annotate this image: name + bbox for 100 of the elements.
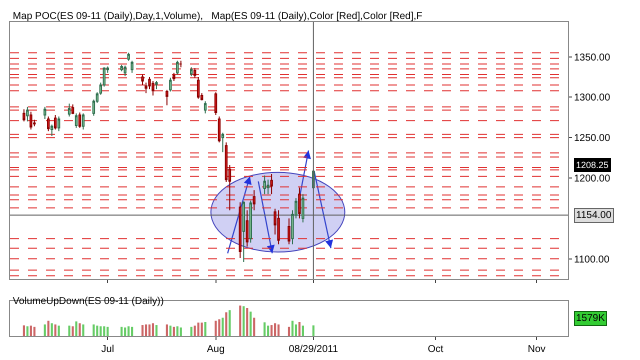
bar [106, 326, 109, 336]
bar [148, 324, 151, 336]
bar [242, 306, 245, 336]
bar [194, 326, 196, 336]
bar [239, 306, 242, 336]
bar [246, 308, 248, 336]
candlestick [68, 103, 71, 118]
bar [253, 318, 256, 336]
candlestick [50, 124, 54, 136]
ref-line-label: 1154.00 [576, 210, 612, 221]
bar [75, 321, 78, 336]
candlestick [152, 80, 154, 96]
candlestick [196, 76, 200, 100]
candlestick [249, 200, 252, 244]
candlestick [127, 52, 130, 62]
bar [214, 320, 217, 336]
candlestick [130, 60, 134, 74]
candlestick [155, 80, 158, 90]
candlestick [172, 72, 176, 82]
candlestick [54, 114, 57, 130]
bar [120, 326, 123, 336]
bar [270, 325, 273, 336]
bar [277, 324, 280, 336]
x-tick-label: Jul [101, 344, 114, 355]
bar [78, 323, 81, 336]
bar [68, 326, 70, 336]
bar [30, 326, 32, 336]
bar [166, 324, 168, 336]
y-tick-label: 1250.00 [574, 133, 611, 144]
candlestick [44, 106, 46, 120]
candlestick [74, 112, 78, 128]
bar [82, 324, 84, 336]
bar [22, 325, 25, 336]
bar [200, 322, 203, 336]
bar [225, 312, 228, 336]
bar [54, 324, 56, 336]
bar [222, 318, 224, 336]
bar [228, 310, 231, 336]
bar [190, 326, 192, 336]
y-tick-label: 1350.00 [574, 52, 611, 64]
bar [302, 326, 304, 336]
candlestick [26, 106, 29, 122]
bar [96, 326, 98, 336]
candlestick [298, 187, 301, 219]
bar [155, 325, 158, 336]
chart-title: VolumeUpDown(ES 09-11 (Daily)) [12, 296, 164, 307]
candlestick [57, 116, 60, 132]
bar [264, 322, 266, 336]
bar [131, 326, 134, 336]
bar [144, 324, 148, 336]
bar [44, 324, 46, 336]
bar [141, 325, 144, 336]
y-tick-label: 1100.00 [574, 254, 610, 266]
bar [294, 324, 298, 336]
candlestick [166, 89, 168, 106]
candlestick [204, 100, 207, 114]
candlestick [277, 210, 280, 245]
bar [128, 326, 130, 336]
candlestick [141, 74, 144, 86]
bar [33, 326, 36, 336]
candlestick [71, 104, 74, 115]
x-tick-label: Aug [206, 344, 225, 355]
candlestick [270, 173, 273, 195]
candlestick [169, 77, 172, 92]
candlestick [252, 190, 256, 211]
candlestick [124, 65, 126, 77]
chart-title: Map POC(ES 09-11 (Daily),Day,1,Volume), Map(ES 09-11 (Daily),Color [Red],Color [Red],F [12, 11, 422, 22]
candlestick [302, 194, 304, 223]
candlestick [246, 210, 248, 248]
bar [250, 312, 252, 336]
bar [26, 326, 28, 336]
candlestick [238, 202, 242, 258]
candlestick [22, 108, 26, 122]
candlestick [193, 68, 196, 78]
candlestick [180, 60, 182, 68]
candlestick [176, 60, 179, 76]
bar [218, 319, 220, 336]
x-tick-label: Nov [528, 344, 546, 355]
candlestick [288, 218, 290, 245]
bar [172, 326, 175, 336]
candlestick [221, 132, 224, 153]
candlestick [82, 112, 85, 130]
candlestick [242, 200, 246, 263]
candlestick [30, 111, 32, 130]
candlestick [214, 92, 218, 116]
bar [103, 326, 106, 336]
bar [152, 323, 154, 336]
candlestick [218, 116, 221, 143]
y-tick-label: 1200.00 [574, 173, 611, 184]
bar [298, 322, 301, 336]
bar [72, 326, 74, 336]
candlestick [263, 175, 266, 195]
bar [291, 320, 294, 336]
bar [288, 326, 290, 336]
bar [312, 325, 314, 336]
candlestick [120, 64, 123, 72]
x-tick-label: Oct [428, 344, 444, 355]
bar [58, 326, 60, 336]
candlestick [266, 179, 270, 195]
bar [197, 322, 200, 336]
